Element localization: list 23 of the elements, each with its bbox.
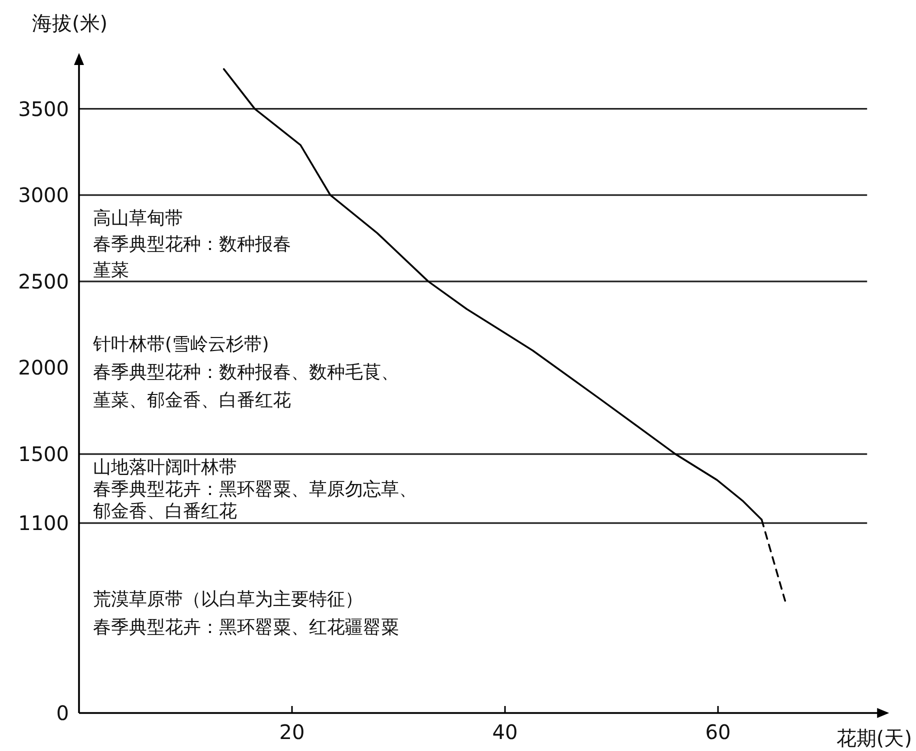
x-tick-label: 40 [492, 720, 518, 744]
annotation: 针叶林带(雪岭云杉带) [92, 334, 270, 355]
x-tick-label: 60 [705, 720, 731, 744]
annotation: 荒漠草原带（以白草为主要特征） [93, 589, 363, 610]
y-tick-label: 3500 [18, 96, 69, 121]
y-tick-label: 2000 [18, 356, 69, 380]
y-tick-label: 2500 [18, 269, 69, 294]
annotation: 春季典型花卉：黑环罂粟、红花疆罂粟 [93, 617, 399, 638]
y-tick-label: 0 [56, 701, 69, 725]
annotation: 山地落叶阔叶林带 [93, 457, 237, 478]
y-tick-label: 3000 [18, 183, 69, 208]
annotation: 堇菜、郁金香、白番红花 [93, 390, 291, 411]
annotation: 郁金香、白番红花 [93, 501, 237, 522]
x-tick-label: 20 [279, 720, 305, 744]
annotation: 堇菜 [93, 260, 129, 281]
annotation: 高山草甸带 [93, 208, 183, 229]
annotation: 春季典型花种：数种报春、数种毛茛、 [93, 362, 399, 383]
y-tick-label: 1500 [18, 442, 69, 466]
annotation: 春季典型花种：数种报春 [93, 234, 291, 255]
y-tick-label: 1100 [18, 511, 69, 536]
x-axis-title: 花期(天) [836, 726, 912, 750]
y-axis-title: 海拔(米) [32, 11, 108, 35]
annotation: 春季典型花卉：黑环罂粟、草原勿忘草、 [93, 479, 417, 500]
